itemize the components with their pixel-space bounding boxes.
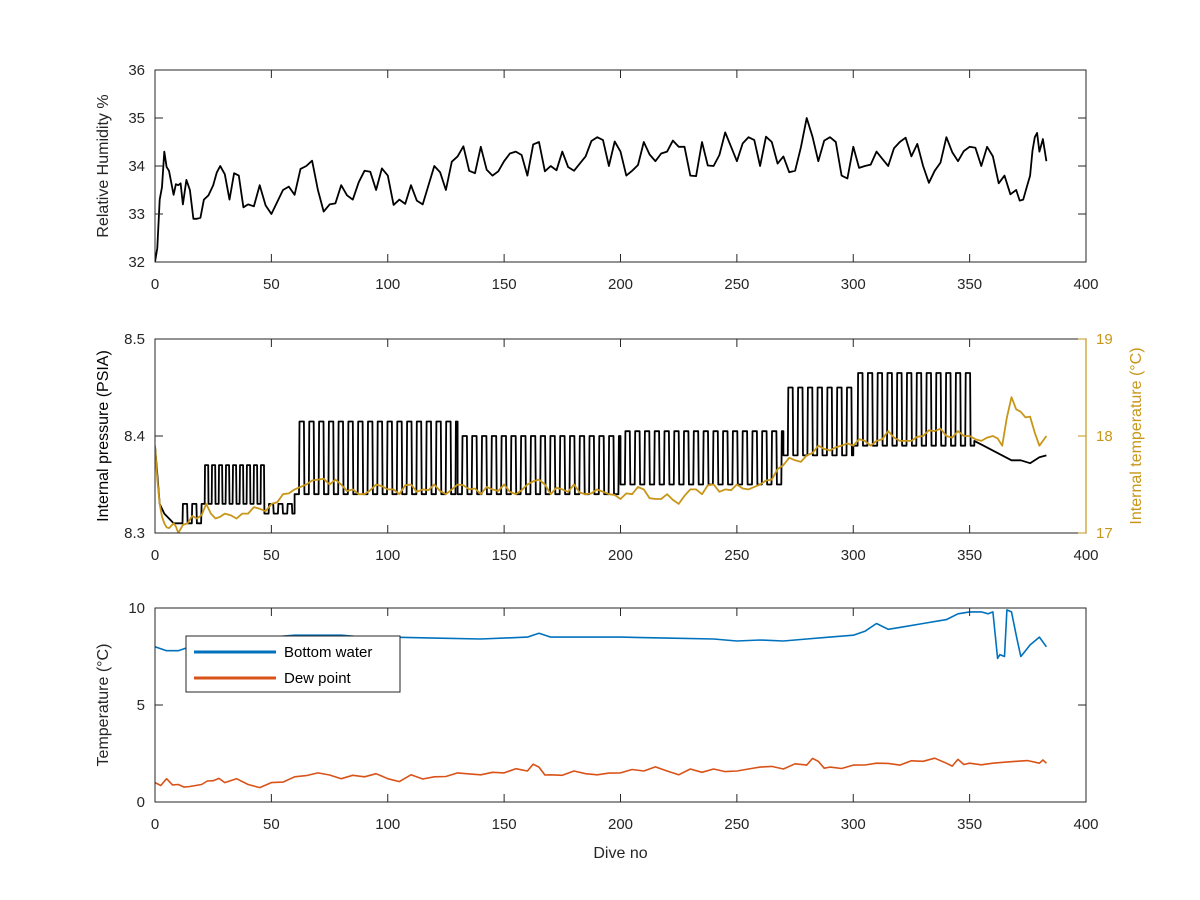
- x-tick-label: 300: [841, 547, 866, 564]
- x-tick-label: 200: [608, 816, 633, 833]
- series-line-1-1: [155, 117, 1048, 262]
- x-tick-label: 200: [608, 547, 633, 564]
- series-group: [155, 117, 1048, 262]
- series-line-2-2: [155, 396, 1048, 533]
- x-tick-label: 300: [841, 816, 866, 833]
- y-tick-label: 10: [128, 600, 145, 617]
- x-tick-label: 350: [957, 816, 982, 833]
- y-tick-label: 33: [128, 206, 145, 223]
- x-tick-label: 350: [957, 276, 982, 293]
- x-tick-label: 250: [724, 816, 749, 833]
- x-tick-label: 400: [1073, 816, 1098, 833]
- x-tick-label: 400: [1073, 276, 1098, 293]
- x-tick-label: 150: [492, 276, 517, 293]
- legend-entry-1: Bottom water: [284, 644, 372, 661]
- x-tick-label: 50: [263, 276, 280, 293]
- series-line-3-1: [155, 609, 1048, 660]
- y-tick-label: 8.5: [124, 331, 145, 348]
- y-tick-label: 8.3: [124, 525, 145, 542]
- y-tick-label: 36: [128, 62, 145, 79]
- series-group: [155, 609, 1048, 789]
- y-tick-label: 0: [137, 794, 145, 811]
- y-axis-label: Internal pressure (PSIA): [95, 350, 112, 522]
- x-tick-label: 250: [724, 547, 749, 564]
- y-tick-label: 32: [128, 254, 145, 271]
- x-tick-label: 100: [375, 547, 400, 564]
- x-tick-label: 200: [608, 276, 633, 293]
- y-axis-label: Temperature (°C): [95, 644, 112, 767]
- series-group: [155, 372, 1048, 533]
- legend-box: [185, 635, 401, 693]
- x-tick-label: 350: [957, 547, 982, 564]
- y-tick-label: 34: [128, 158, 145, 175]
- y2-axis-label: Internal temperature (°C): [1128, 347, 1145, 524]
- y-axis-label: Relative Humidity %: [95, 94, 112, 237]
- y2-tick-label: 19: [1096, 331, 1113, 348]
- chart-panel-1: 0 50 100 150 200 250 300 350 400 32 33 34 35 36 Relati…: [95, 62, 1099, 293]
- legend-entry-2: Dew point: [284, 670, 352, 687]
- y-tick-label: 5: [137, 697, 145, 714]
- chart-panel-3: 0 50 100 150 200 250 300 350 400 0 5 10 Temperature …: [95, 600, 1099, 862]
- y2-tick-label: 18: [1096, 428, 1113, 445]
- x-tick-label: 50: [263, 547, 280, 564]
- x-tick-label: 250: [724, 276, 749, 293]
- series-line-3-2: [155, 757, 1047, 789]
- x-tick-label: 300: [841, 276, 866, 293]
- plot-frame: [154, 69, 1087, 263]
- y-tick-label: 35: [128, 110, 145, 127]
- series-line-2-1: [155, 372, 1047, 525]
- x-axis-label: Dive no: [593, 845, 647, 862]
- x-tick-label: 400: [1073, 547, 1098, 564]
- chart-panel-2: 0 50 100 150 200 250 300 350 400 8.3 8.4 8.5 17 18 19 I…: [95, 331, 1145, 564]
- y-tick-label: 8.4: [124, 428, 145, 445]
- x-tick-label: 150: [492, 547, 517, 564]
- x-tick-label: 100: [375, 816, 400, 833]
- y2-tick-label: 17: [1096, 525, 1113, 542]
- legend: Bottom water Dew point: [185, 635, 401, 693]
- x-tick-label: 0: [151, 547, 159, 564]
- x-tick-label: 50: [263, 816, 280, 833]
- x-tick-label: 100: [375, 276, 400, 293]
- x-tick-label: 0: [151, 276, 159, 293]
- x-tick-label: 0: [151, 816, 159, 833]
- x-tick-label: 150: [492, 816, 517, 833]
